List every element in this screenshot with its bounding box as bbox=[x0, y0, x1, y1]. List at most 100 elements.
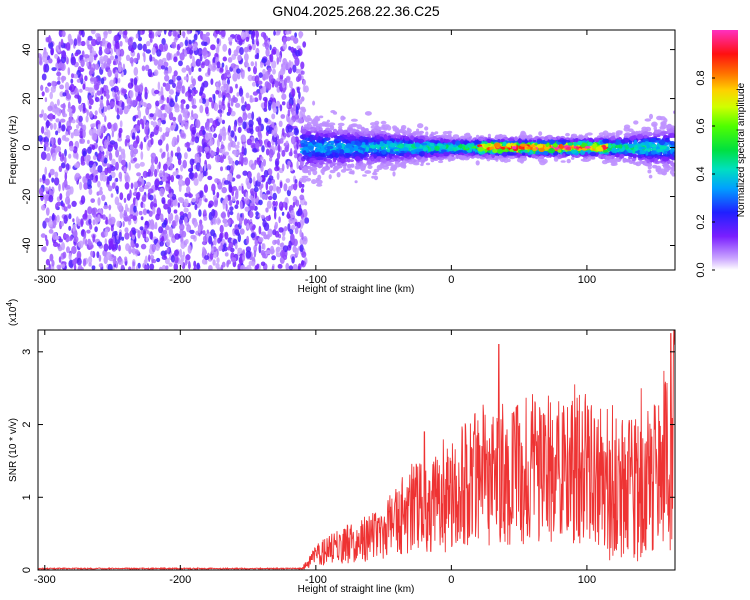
heatmap-cell bbox=[173, 209, 178, 214]
heatmap-cell bbox=[182, 112, 186, 118]
heatmap-cell bbox=[72, 224, 76, 233]
heatmap-cell bbox=[165, 130, 170, 137]
heatmap-cell bbox=[185, 65, 190, 71]
heatmap-cell bbox=[136, 52, 140, 61]
heatmap-cell bbox=[58, 41, 61, 50]
heatmap-cell bbox=[64, 234, 69, 239]
heatmap-cell bbox=[248, 119, 254, 128]
heatmap-cell bbox=[198, 129, 203, 136]
heatmap-cell bbox=[175, 94, 178, 103]
heatmap-cell bbox=[203, 209, 207, 215]
heatmap-cell bbox=[154, 89, 160, 95]
heatmap-cell bbox=[282, 245, 289, 253]
heatmap-cell bbox=[197, 47, 203, 57]
heatmap-cell bbox=[155, 31, 159, 37]
heatmap-cell bbox=[71, 73, 74, 79]
heatmap-cell bbox=[100, 77, 105, 85]
heatmap-cell bbox=[138, 176, 142, 182]
heatmap-cell bbox=[290, 167, 294, 172]
heatmap-cell bbox=[89, 77, 95, 82]
heatmap-cell bbox=[487, 133, 491, 139]
heatmap-cell bbox=[256, 263, 260, 269]
heatmap-cell bbox=[125, 54, 131, 61]
heatmap-cell bbox=[271, 255, 276, 261]
heatmap-cell bbox=[149, 113, 154, 118]
heatmap-cell bbox=[64, 82, 70, 91]
heatmap-cell bbox=[155, 108, 160, 117]
heatmap-cell bbox=[229, 206, 234, 212]
heatmap-cell bbox=[201, 48, 208, 56]
heatmap-cell bbox=[356, 124, 363, 130]
heatmap-cell bbox=[183, 207, 189, 213]
heatmap-cell bbox=[215, 56, 219, 62]
heatmap-cell bbox=[144, 185, 150, 190]
heatmap-cell bbox=[130, 182, 134, 190]
heatmap-cell bbox=[136, 95, 141, 101]
heatmap-cell bbox=[268, 185, 274, 192]
heatmap-cell bbox=[100, 126, 105, 134]
heatmap-cell bbox=[340, 169, 347, 173]
heatmap-cell bbox=[203, 142, 208, 148]
heatmap-cell bbox=[284, 226, 288, 232]
heatmap-cell bbox=[178, 178, 184, 187]
heatmap-cell bbox=[87, 44, 93, 50]
heatmap-cell bbox=[261, 193, 267, 200]
heatmap-cell bbox=[120, 264, 125, 270]
heatmap-cell bbox=[195, 58, 201, 67]
heatmap-cell bbox=[97, 80, 101, 86]
heatmap-cell bbox=[143, 259, 147, 265]
heatmap-cell bbox=[154, 156, 159, 165]
heatmap-cell bbox=[280, 68, 284, 76]
heatmap-cell bbox=[97, 152, 102, 160]
heatmap-cell bbox=[163, 61, 169, 68]
heatmap-cell bbox=[121, 236, 125, 241]
heatmap-cell bbox=[53, 177, 60, 186]
heatmap-cell bbox=[121, 101, 125, 111]
heatmap-cell bbox=[133, 148, 139, 155]
heatmap-cell bbox=[118, 130, 122, 139]
heatmap-cell bbox=[234, 204, 239, 209]
heatmap-cell bbox=[263, 169, 269, 178]
heatmap-cell bbox=[116, 107, 120, 116]
heatmap-cell bbox=[59, 118, 66, 123]
heatmap-cell bbox=[291, 88, 296, 98]
heatmap-cell bbox=[298, 204, 302, 213]
heatmap-cell bbox=[95, 174, 99, 182]
heatmap-cell bbox=[72, 218, 75, 223]
heatmap-cell bbox=[243, 46, 249, 53]
heatmap-cell bbox=[114, 55, 118, 60]
heatmap-cell bbox=[199, 98, 203, 104]
heatmap-cell bbox=[260, 156, 264, 161]
heatmap-cell bbox=[246, 138, 252, 146]
heatmap-cell bbox=[246, 223, 250, 229]
heatmap-cell bbox=[284, 61, 290, 70]
heatmap-cell bbox=[44, 97, 48, 103]
heatmap-cell bbox=[52, 219, 57, 229]
heatmap-cell bbox=[88, 218, 92, 225]
heatmap-cell bbox=[139, 118, 144, 125]
heatmap-cell bbox=[296, 140, 299, 150]
heatmap-cell bbox=[91, 207, 96, 216]
heatmap-cell bbox=[191, 104, 197, 109]
heatmap-cell bbox=[255, 30, 259, 39]
heatmap-cell bbox=[204, 146, 210, 152]
heatmap-cell bbox=[173, 263, 179, 270]
heatmap-cell bbox=[278, 227, 284, 233]
heatmap-cell bbox=[354, 165, 361, 170]
heatmap-cell bbox=[237, 117, 244, 124]
heatmap-cell bbox=[187, 244, 192, 254]
heatmap-cell bbox=[252, 91, 258, 96]
heatmap-cell bbox=[124, 93, 128, 100]
heatmap-cell bbox=[168, 31, 172, 37]
heatmap-cell bbox=[100, 214, 104, 219]
heatmap-cell bbox=[191, 66, 194, 73]
heatmap-cell bbox=[124, 232, 130, 240]
heatmap-cell bbox=[269, 157, 273, 162]
heatmap-cell bbox=[262, 68, 266, 75]
heatmap-cell bbox=[272, 192, 278, 201]
heatmap-cell bbox=[250, 163, 256, 170]
heatmap-cell bbox=[281, 128, 285, 136]
heatmap-cell bbox=[109, 140, 116, 145]
heatmap-cell bbox=[276, 172, 280, 181]
